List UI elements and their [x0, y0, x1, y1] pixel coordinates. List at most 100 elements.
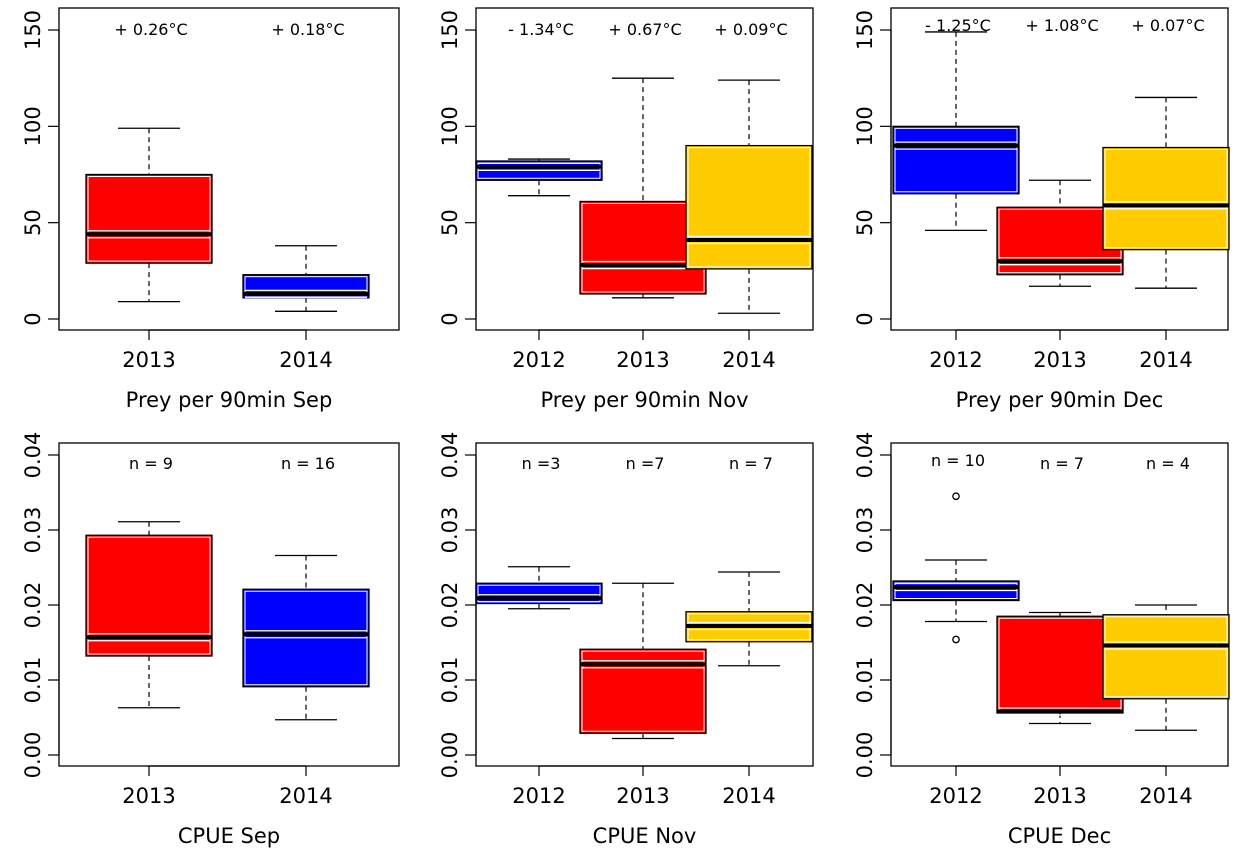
y-tick-label: 0.04	[438, 432, 462, 479]
x-axis-title: Prey per 90min Dec	[956, 388, 1164, 412]
box-2013	[579, 77, 707, 299]
chart-panel-1: 0 50 100 150 2013 2014 Prey per 90min Sep + 0.2…	[21, 7, 400, 412]
x-tick-label: 2013	[1033, 784, 1086, 808]
x-tick-label: 2012	[929, 784, 982, 808]
panel-annotation: + 0.26°C	[114, 20, 187, 39]
y-tick-label: 50	[21, 209, 45, 236]
x-tick-label: 2014	[279, 348, 332, 372]
x-axis-title: Prey per 90min Nov	[540, 388, 748, 412]
y-tick-label: 0.02	[21, 582, 45, 629]
y-tick-label: 0.00	[21, 732, 45, 779]
panel-annotation: + 0.09°C	[714, 20, 787, 39]
panel-annotation: - 1.25°C	[925, 16, 991, 35]
x-tick-label: 2013	[122, 348, 175, 372]
x-tick-label: 2014	[279, 784, 332, 808]
y-tick-label: 0.00	[853, 732, 877, 779]
panel-annotation: + 0.07°C	[1131, 16, 1204, 35]
y-tick-label: 150	[438, 10, 462, 50]
x-tick-label: 2012	[512, 784, 565, 808]
y-tick-label: 0.01	[21, 657, 45, 704]
y-tick-label: 0	[853, 312, 877, 325]
y-tick-label: 0.02	[438, 582, 462, 629]
x-tick-label: 2012	[929, 348, 982, 372]
panel-annotation: n = 7	[729, 454, 773, 473]
x-tick-label: 2012	[512, 348, 565, 372]
panel-annotation: + 1.08°C	[1025, 16, 1098, 35]
y-tick-label: 100	[438, 106, 462, 146]
box-2013	[996, 611, 1124, 725]
y-tick-label: 0.04	[21, 432, 45, 479]
box-2012	[892, 492, 1020, 644]
y-tick-label: 0.03	[853, 507, 877, 554]
box-2014	[685, 79, 813, 314]
x-axis-title: CPUE Nov	[593, 824, 697, 848]
y-tick-label: 150	[21, 10, 45, 50]
x-tick-label: 2013	[616, 784, 669, 808]
panel-annotation: - 1.34°C	[508, 20, 574, 39]
x-tick-label: 2014	[1139, 784, 1192, 808]
box-inner-outline	[87, 176, 211, 262]
y-tick-label: 0.02	[853, 582, 877, 629]
y-tick-label: 0.00	[438, 732, 462, 779]
y-tick-label: 100	[853, 106, 877, 146]
box-inner-outline	[687, 147, 811, 268]
box-2014	[242, 245, 370, 312]
x-tick-label: 2014	[722, 784, 775, 808]
y-tick-label: 0	[21, 312, 45, 325]
box-2012	[475, 566, 603, 610]
panel-annotation: n = 9	[129, 454, 173, 473]
box-iqr	[579, 200, 707, 295]
y-tick-label: 0	[438, 312, 462, 325]
box-2014	[1102, 604, 1230, 731]
box-iqr	[685, 144, 813, 270]
y-tick-label: 150	[853, 10, 877, 50]
box-iqr	[475, 582, 603, 605]
chart-panel-5: 0.00 0.01 0.02 0.03 0.04 2012 2013 2014 CPUE Nov…	[438, 432, 814, 848]
y-tick-label: 0.03	[438, 507, 462, 554]
box-2014	[1102, 96, 1230, 289]
box-2013	[85, 127, 213, 303]
box-iqr	[85, 173, 213, 264]
y-tick-label: 50	[853, 209, 877, 236]
panel-annotation: + 0.18°C	[271, 20, 344, 39]
x-axis-title: Prey per 90min Sep	[126, 388, 333, 412]
chart-panel-4: 0.00 0.01 0.02 0.03 0.04 2013 2014 CPUE Sep n = …	[21, 432, 400, 848]
y-tick-label: 50	[438, 209, 462, 236]
box-2013	[579, 582, 707, 740]
box-iqr	[996, 615, 1124, 714]
box-2013	[996, 179, 1124, 287]
x-axis-title: CPUE Dec	[1008, 824, 1111, 848]
x-tick-label: 2013	[616, 348, 669, 372]
panel-annotation: n = 16	[281, 454, 335, 473]
outlier-point	[952, 492, 960, 501]
box-iqr	[996, 206, 1124, 276]
box-inner-outline	[581, 650, 705, 732]
box-iqr	[1102, 614, 1230, 700]
panel-annotation: + 0.67°C	[608, 20, 681, 39]
chart-panel-2: 0 50 100 150 2012 2013 2014 Prey per 90min Nov -…	[438, 7, 814, 412]
box-2012	[475, 158, 603, 197]
box-inner-outline	[87, 536, 211, 655]
box-iqr	[579, 648, 707, 734]
box-2013	[85, 521, 213, 709]
box-inner-outline	[1104, 616, 1228, 698]
panel-annotation: n = 4	[1146, 454, 1190, 473]
chart-panel-3: 0 50 100 150 2012 2013 2014 Prey per 90min Dec -…	[853, 7, 1230, 412]
box-iqr	[892, 125, 1020, 195]
box-2012	[892, 31, 1020, 232]
y-tick-label: 0.03	[21, 507, 45, 554]
outlier-point	[952, 635, 960, 644]
y-tick-label: 100	[21, 106, 45, 146]
x-tick-label: 2013	[122, 784, 175, 808]
x-tick-label: 2014	[1139, 348, 1192, 372]
y-tick-label: 0.01	[853, 657, 877, 704]
panel-annotation: n =7	[626, 454, 665, 473]
panel-annotation: n =3	[522, 454, 561, 473]
x-tick-label: 2014	[722, 348, 775, 372]
x-tick-label: 2013	[1033, 348, 1086, 372]
y-tick-label: 0.01	[438, 657, 462, 704]
panel-annotation: n = 7	[1040, 454, 1084, 473]
box-2014	[242, 554, 370, 721]
x-axis-title: CPUE Sep	[178, 824, 280, 848]
